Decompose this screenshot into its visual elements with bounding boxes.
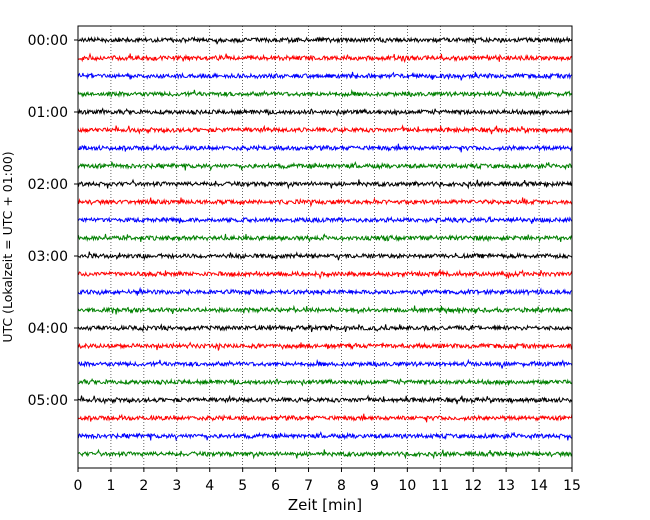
x-tick-label: 14: [530, 478, 548, 494]
x-tick-label: 11: [431, 478, 449, 494]
plot-frame: [77, 25, 573, 469]
x-axis-label: Zeit [min]: [288, 496, 362, 514]
trace-line: [77, 304, 573, 315]
x-tick-label: 8: [337, 478, 346, 494]
x-tick-label: 10: [398, 478, 416, 494]
x-tick-label: 9: [370, 478, 379, 494]
y-tick-label: 01:00: [28, 105, 68, 121]
trace-line: [78, 197, 573, 208]
plot-background: [78, 26, 572, 468]
y-tick-label: 05:00: [28, 393, 68, 409]
trace-line: [77, 413, 573, 423]
y-axis: 00:00 01:00 02:00 03:00 04:00 05:00: [28, 33, 78, 409]
x-tick-label: 15: [563, 478, 581, 494]
trace-line: [77, 124, 573, 135]
trace-line: [77, 143, 573, 153]
x-tick-label: 12: [464, 478, 482, 494]
trace-line: [77, 358, 573, 369]
trace-line: [77, 71, 573, 81]
trace-line: [77, 341, 573, 351]
y-tick-label: 04:00: [28, 321, 68, 337]
x-tick-label: 0: [74, 478, 83, 494]
trace-line: [77, 52, 573, 64]
x-tick-label: 2: [139, 478, 148, 494]
x-tick-label: 5: [238, 478, 247, 494]
trace-line: [77, 233, 572, 243]
x-tick-label: 6: [271, 478, 280, 494]
x-tick-label: 4: [205, 478, 214, 494]
x-axis: 0 1 2 3 4 5 6 7 8 9 10 11 12 13 14 15: [74, 468, 581, 494]
y-axis-label: UTC (Lokalzeit = UTC + 01:00): [0, 151, 15, 342]
x-tick-label: 3: [172, 478, 181, 494]
trace-line: [77, 430, 573, 442]
y-tick-label: 03:00: [28, 249, 68, 265]
trace-line: [77, 269, 573, 280]
trace-line: [77, 88, 573, 99]
trace-line: [77, 251, 573, 261]
trace-line: [77, 215, 573, 224]
y-tick-label: 02:00: [28, 177, 68, 193]
trace-line: [77, 286, 573, 297]
trace-line: [77, 107, 573, 117]
x-tick-label: 13: [497, 478, 515, 494]
x-tick-label: 1: [106, 478, 115, 494]
trace-line: [77, 323, 573, 333]
trace-line: [77, 35, 573, 45]
trace-line: [77, 448, 573, 460]
traces: [77, 35, 573, 460]
trace-line: [77, 178, 573, 190]
x-tick-label: 7: [304, 478, 313, 494]
y-tick-label: 00:00: [28, 33, 68, 49]
trace-line: [77, 377, 573, 387]
trace-line: [77, 161, 573, 172]
trace-line: [77, 394, 573, 405]
